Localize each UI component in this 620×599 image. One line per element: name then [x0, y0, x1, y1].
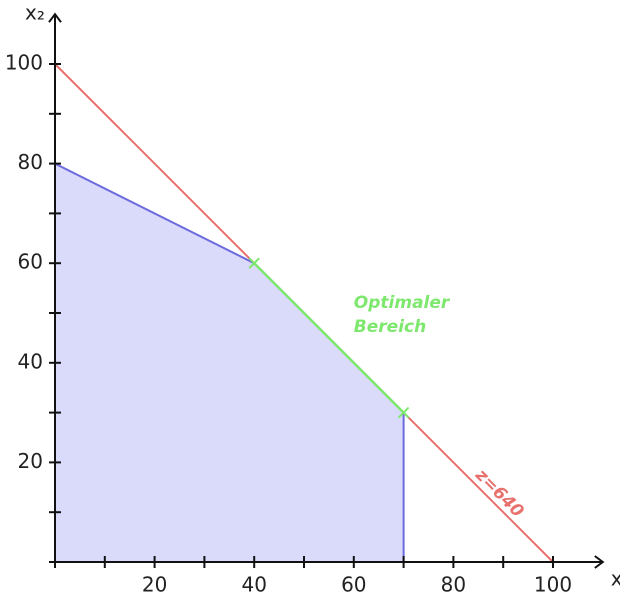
optimal-point	[397, 406, 410, 419]
x-tick-label: 80	[441, 573, 466, 597]
y-axis-label: x₂	[25, 1, 45, 25]
y-tick-label: 20	[18, 449, 43, 473]
x-tick-label: 20	[142, 573, 167, 597]
optimal-point	[248, 257, 260, 269]
x-tick-label: 100	[534, 573, 572, 597]
optimal-segment	[253, 262, 405, 414]
y-tick-label: 40	[18, 349, 43, 373]
annotation: z=640	[471, 465, 528, 522]
y-tick-label: 60	[18, 250, 43, 274]
y-axis-arrow	[48, 12, 62, 23]
feasible-region	[54, 161, 405, 563]
x-axis-arrow	[594, 555, 605, 569]
annotation: Optimaler Bereich	[354, 293, 451, 337]
x-tick-label: 40	[241, 573, 266, 597]
x-tick-label: 60	[341, 573, 366, 597]
annotation-line: z=640	[471, 465, 528, 522]
x-axis-label: x₁	[611, 567, 620, 591]
annotation-line: Bereich	[354, 317, 426, 337]
y-tick-label: 80	[18, 150, 43, 174]
y-tick-label: 100	[5, 51, 43, 75]
annotation-line: Optimaler	[354, 293, 451, 313]
